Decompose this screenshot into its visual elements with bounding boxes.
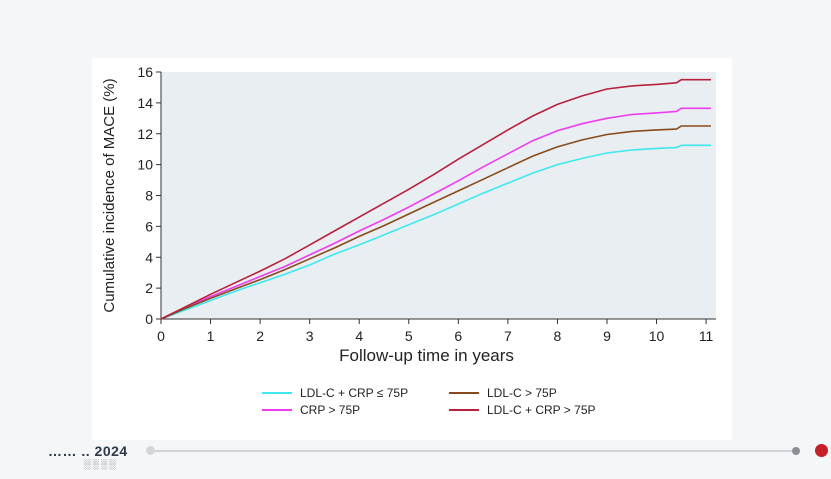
x-tick-label: 8: [554, 328, 562, 344]
y-tick-label: 2: [145, 280, 153, 296]
legend-label-4: LDL-C + CRP > 75P: [487, 403, 596, 417]
series-line-3: [160, 125, 711, 320]
conference-logo-subtext: ░░░░: [84, 459, 118, 469]
x-tick-label: 5: [405, 328, 413, 344]
legend-label-3: LDL-C > 75P: [487, 386, 557, 400]
x-axis-title: Follow-up time in years: [339, 346, 514, 365]
slide-nav-dot-active[interactable]: [815, 444, 828, 457]
y-tick-label: 4: [145, 249, 153, 265]
y-tick-label: 14: [137, 95, 153, 111]
slide-progress-track[interactable]: [150, 450, 798, 452]
chart-panel: 0 2 4 6 8 10 12 14 16 0 1 2 3 4 5 6 7 8 9 10 11 Follow-up tim…: [92, 58, 732, 440]
series-line-2: [160, 107, 711, 320]
series-line-4: [160, 78, 711, 320]
x-tick-label: 3: [306, 328, 314, 344]
x-tick-label: 9: [603, 328, 611, 344]
x-tick-label: 0: [157, 328, 165, 344]
y-tick-label: 12: [137, 126, 153, 142]
legend-label-2: CRP > 75P: [300, 403, 360, 417]
x-tick-label: 1: [207, 328, 215, 344]
series-line-1: [160, 144, 711, 320]
conference-logo-text: …… .. 2024: [48, 443, 128, 459]
slide-nav-dot[interactable]: [792, 447, 800, 455]
x-tick-label: 11: [699, 328, 714, 344]
x-tick-label: 2: [256, 328, 264, 344]
x-tick-label: 4: [355, 328, 363, 344]
y-tick-label: 0: [145, 311, 153, 327]
conference-logo: …… .. 2024 ░░░░: [48, 443, 152, 473]
y-tick-label: 8: [145, 188, 153, 204]
y-tick-label: 6: [145, 218, 153, 234]
legend-label-1: LDL-C + CRP ≤ 75P: [300, 386, 408, 400]
x-tick-label: 7: [504, 328, 512, 344]
x-tick-label: 10: [649, 328, 665, 344]
y-tick-label: 10: [137, 157, 153, 173]
y-tick-label: 16: [137, 64, 153, 80]
y-axis-title: Cumulative incidence of MACE (%): [101, 78, 118, 312]
slide-progress-knob[interactable]: [146, 446, 155, 455]
x-tick-label: 6: [454, 328, 462, 344]
plot-area: [161, 72, 716, 319]
